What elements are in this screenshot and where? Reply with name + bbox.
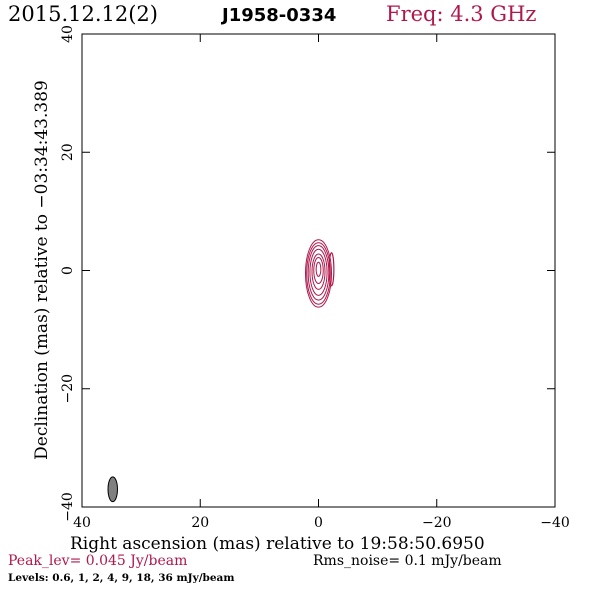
x-tick-label: −40: [540, 515, 570, 531]
peak-level: Peak_lev= 0.045 Jy/beam: [8, 553, 188, 569]
rms-noise: Rms_noise= 0.1 mJy/beam: [313, 553, 502, 569]
y-tick-label: 20: [60, 143, 76, 161]
contour-level: [306, 242, 331, 305]
contour-level: [315, 261, 322, 277]
contour-levels: Levels: 0.6, 1, 2, 4, 9, 18, 36 mJy/beam: [8, 572, 235, 584]
x-axis-label: Right ascension (mas) relative to 19:58:…: [70, 534, 485, 554]
y-tick-label: 40: [60, 25, 76, 43]
contour-level: [311, 253, 326, 290]
contour-level: [313, 256, 324, 285]
secondary-component: [328, 252, 335, 287]
contour-level: [304, 239, 333, 308]
observation-date: 2015.12.12(2): [8, 2, 158, 26]
x-tick-label: 0: [314, 515, 323, 531]
contour-level: [309, 248, 328, 296]
y-tick-label: 0: [60, 266, 76, 275]
y-axis-label: Declination (mas) relative to −03:34:43.…: [32, 80, 52, 460]
beam-ellipse: [107, 476, 118, 503]
source-name: J1958-0334: [222, 5, 337, 26]
x-tick-label: 40: [73, 515, 91, 531]
x-tick-label: −20: [422, 515, 452, 531]
x-tick-label: 20: [191, 515, 209, 531]
frequency-label: Freq: 4.3 GHz: [386, 2, 537, 26]
plot-frame: [81, 33, 556, 508]
y-tick-label: −20: [60, 374, 76, 404]
y-tick-label: −40: [60, 492, 76, 522]
